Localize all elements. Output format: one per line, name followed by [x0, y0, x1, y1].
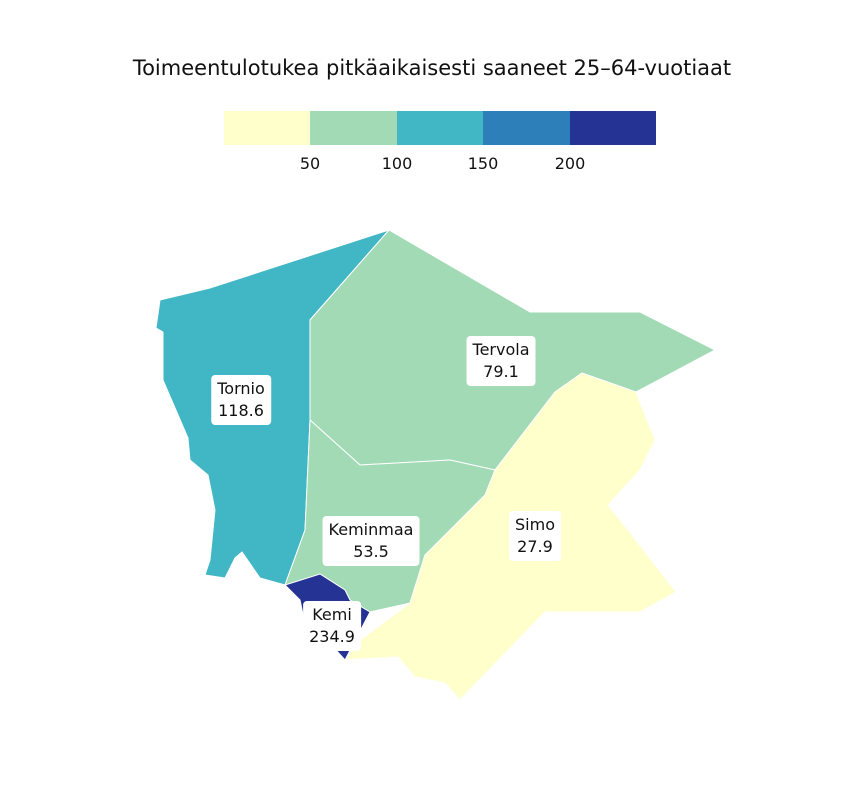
label-keminmaa: Keminmaa 53.5	[322, 516, 420, 566]
legend-tick: 200	[554, 154, 586, 173]
label-simo: Simo 27.9	[509, 511, 561, 561]
region-name: Tervola	[472, 340, 530, 359]
label-kemi: Kemi 234.9	[303, 601, 361, 651]
region-name: Simo	[515, 515, 555, 534]
legend-swatch-2	[396, 111, 484, 145]
legend-swatch-1	[310, 111, 397, 145]
region-value: 53.5	[353, 542, 389, 561]
color-legend	[224, 111, 657, 145]
legend-swatch-0	[224, 111, 311, 145]
region-name: Tornio	[217, 379, 265, 398]
region-value: 27.9	[517, 537, 553, 556]
legend-swatch-3	[483, 111, 570, 145]
legend-swatch-4	[569, 111, 657, 145]
region-name: Kemi	[312, 605, 352, 624]
legend-tick: 50	[299, 154, 321, 173]
label-tornio: Tornio 118.6	[211, 375, 271, 425]
map-title: Toimeentulotukea pitkäaikaisesti saaneet…	[132, 56, 732, 80]
region-value: 234.9	[309, 627, 355, 646]
region-value: 118.6	[218, 401, 264, 420]
legend-tick: 100	[381, 154, 413, 173]
legend-tick: 150	[467, 154, 499, 173]
region-name: Keminmaa	[328, 520, 414, 539]
region-value: 79.1	[483, 362, 519, 381]
label-tervola: Tervola 79.1	[466, 336, 536, 386]
legend-ticks: 50 100 150 200	[0, 154, 864, 174]
